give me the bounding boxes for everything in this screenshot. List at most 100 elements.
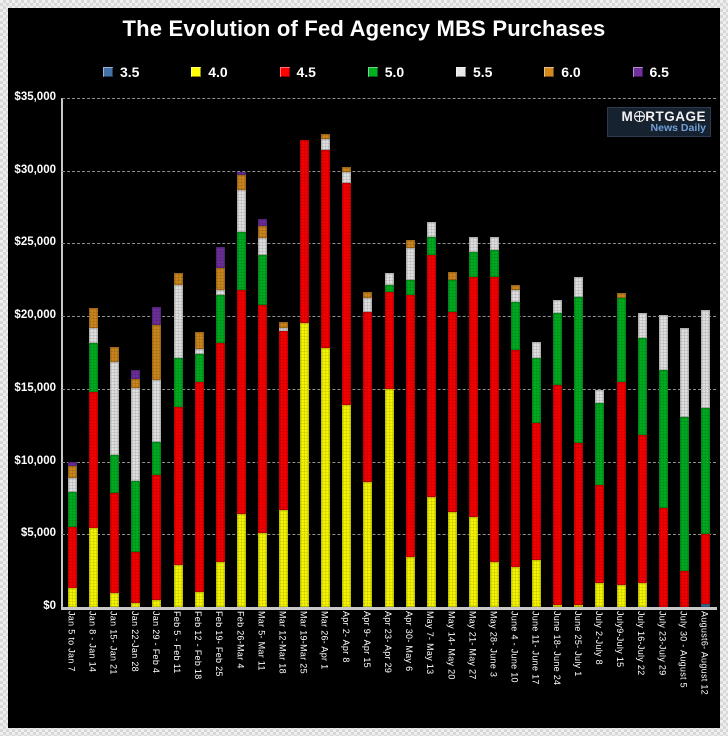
bar-segment-5.5 (700, 310, 710, 408)
bar (257, 218, 267, 607)
bar-segment-5.0 (384, 284, 394, 293)
bar-segment-6.0 (279, 321, 289, 328)
legend-swatch-icon (103, 67, 113, 77)
legend-label: 3.5 (120, 64, 140, 80)
bar-segment-5.5 (321, 139, 331, 151)
bar (658, 314, 668, 607)
bar-segment-6.0 (68, 465, 78, 478)
bar-segment-4.5 (236, 289, 246, 514)
x-axis-label: Apr 23- Apr 29 (383, 611, 393, 674)
bar-segment-5.0 (89, 343, 99, 392)
x-axis-label: Apr 9- Apr 15 (361, 611, 372, 668)
bar-segment-5.5 (511, 290, 521, 303)
bar-segment-5.0 (700, 407, 710, 535)
bar-segment-5.5 (279, 327, 289, 331)
bar-segment-4.0 (110, 593, 120, 607)
bar (384, 273, 394, 607)
chart-canvas: The Evolution of Fed Agency MBS Purchase… (8, 8, 720, 728)
logo-brand-left: M (621, 109, 634, 124)
bar (447, 271, 457, 607)
bar (489, 236, 499, 607)
bar (300, 140, 310, 607)
bar-segment-4.0 (384, 388, 394, 607)
bar-segment-4.5 (489, 276, 499, 562)
bar-segment-4.5 (553, 385, 563, 605)
x-axis-label: July 2-July 8 (593, 611, 604, 665)
bar-segment-4.0 (574, 604, 584, 607)
x-axis-label: Apr 2- Apr 8 (340, 611, 351, 663)
bar-segment-5.5 (595, 389, 605, 403)
bar-segment-6.5 (215, 246, 225, 269)
bar-segment-5.5 (384, 273, 394, 285)
x-axis-label: June 11- June 17 (530, 611, 541, 685)
legend-label: 5.0 (384, 64, 405, 80)
x-axis-label: May 14- May 20 (446, 611, 457, 680)
bar-segment-4.5 (68, 527, 78, 589)
bar (468, 237, 478, 607)
bar-segment-5.5 (532, 342, 542, 359)
plot-area (62, 98, 716, 607)
bar-segment-5.0 (489, 250, 499, 277)
bar-segment-5.0 (595, 402, 605, 485)
gridline (62, 98, 716, 99)
bar-segment-4.0 (511, 567, 521, 607)
bar-segment-5.0 (616, 297, 626, 382)
bar-segment-4.0 (279, 509, 289, 607)
bar (637, 313, 647, 607)
bar-segment-5.0 (426, 236, 436, 256)
bar-segment-6.5 (236, 171, 246, 176)
x-axis-label: Mar 5- Mar 11 (256, 611, 267, 671)
bar-segment-6.5 (131, 370, 141, 379)
bar (405, 239, 415, 607)
x-axis-label: June 25- July 1 (572, 611, 583, 677)
x-axis-label: Apr 30- May 6 (404, 611, 415, 672)
bar-segment-5.0 (152, 441, 162, 475)
bar-segment-4.0 (152, 600, 162, 607)
bar-segment-4.5 (384, 292, 394, 389)
legend-item-6.0: 6.0 (544, 64, 581, 80)
bar (595, 389, 605, 607)
bar-segment-5.5 (489, 236, 499, 250)
legend-item-4.0: 4.0 (191, 64, 228, 80)
bar-segment-4.0 (595, 583, 605, 607)
x-axis-label: August6- August 12 (699, 611, 710, 695)
bar (89, 308, 99, 607)
bar-segment-5.0 (68, 492, 78, 528)
y-axis-label: $35,000 (14, 91, 56, 103)
legend-label: 6.0 (561, 64, 581, 80)
bar-segment-6.0 (511, 285, 521, 291)
bar-segment-5.0 (532, 358, 542, 424)
bar (679, 327, 689, 607)
bar-segment-5.0 (215, 295, 225, 344)
legend-label: 5.5 (473, 64, 493, 80)
bar-segment-5.5 (68, 477, 78, 493)
legend-item-3.5: 3.5 (103, 64, 139, 80)
bar (321, 134, 331, 607)
bar-segment-5.5 (131, 388, 141, 481)
x-axis-label: Jan 22-Jan 28 (129, 611, 140, 672)
bar-segment-6.0 (342, 166, 352, 173)
bar (173, 273, 183, 607)
bar-segment-5.5 (215, 290, 225, 296)
bar-segment-5.5 (679, 327, 689, 417)
y-axis-label: $10,000 (14, 454, 56, 467)
bar-segment-6.0 (173, 273, 183, 286)
bar-segment-4.5 (342, 183, 352, 405)
bar-segment-6.0 (616, 292, 626, 298)
x-axis-label: Jan 8 - Jan 14 (87, 611, 98, 673)
bar-segment-4.0 (89, 528, 99, 607)
y-axis-label: $15,000 (14, 381, 56, 394)
bar-segment-6.5 (152, 306, 162, 326)
bar-segment-5.5 (468, 237, 478, 253)
bar-segment-4.5 (173, 407, 183, 565)
x-axis-label: May 28- June 3 (488, 611, 499, 678)
legend-item-6.5: 6.5 (632, 64, 669, 80)
bar-segment-4.0 (426, 497, 436, 607)
bar-segment-4.5 (300, 140, 310, 324)
bar-segment-5.0 (236, 231, 246, 290)
bar-segment-4.0 (532, 560, 542, 607)
bar-segment-5.0 (658, 369, 668, 509)
bar (426, 221, 436, 607)
x-axis-label: Feb 26-Mar 4 (235, 611, 246, 669)
